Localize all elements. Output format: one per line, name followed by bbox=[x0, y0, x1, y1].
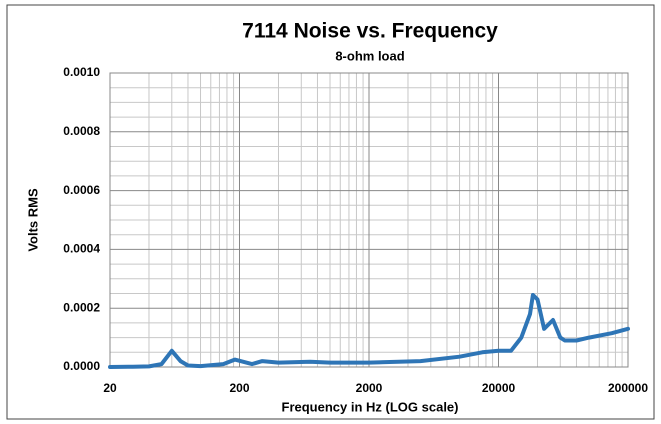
x-tick-label: 2000 bbox=[356, 381, 383, 395]
y-tick-label: 0.0002 bbox=[63, 300, 100, 314]
x-tick-label: 20000 bbox=[482, 381, 516, 395]
x-tick-label: 200 bbox=[229, 381, 249, 395]
plot-frame bbox=[109, 72, 629, 368]
x-tick-label: 200000 bbox=[608, 381, 648, 395]
y-tick-label: 0.0010 bbox=[63, 65, 100, 79]
y-tick-label: 0.0006 bbox=[63, 183, 100, 197]
x-axis-label: Frequency in Hz (LOG scale) bbox=[282, 399, 459, 414]
x-tick-label: 20 bbox=[103, 381, 117, 395]
chart-subtitle: 8-ohm load bbox=[335, 48, 404, 63]
chart-title: 7114 Noise vs. Frequency bbox=[242, 20, 498, 43]
y-tick-label: 0.0000 bbox=[63, 359, 100, 373]
y-axis-label: Volts RMS bbox=[25, 188, 40, 252]
data-line bbox=[108, 293, 630, 369]
y-tick-label: 0.0004 bbox=[63, 242, 100, 256]
y-tick-label: 0.0008 bbox=[63, 124, 100, 138]
